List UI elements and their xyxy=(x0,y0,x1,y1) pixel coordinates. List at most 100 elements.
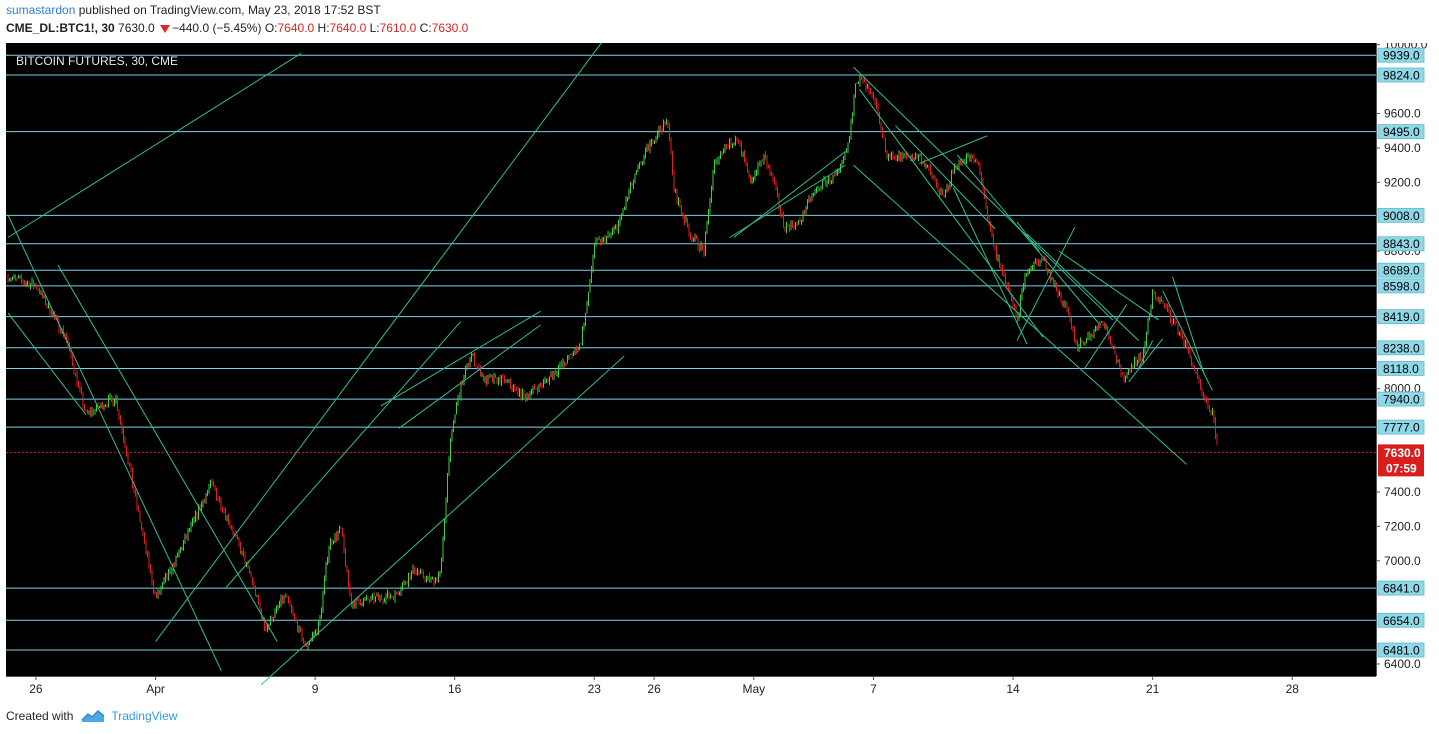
publish-info: sumastardon published on TradingView.com… xyxy=(6,3,381,17)
y-tick-label: 7400.0 xyxy=(1384,485,1421,499)
x-tick-label: 23 xyxy=(588,682,602,696)
high-value: 7640.0 xyxy=(329,21,367,35)
y-tick-label: 6400.0 xyxy=(1384,657,1421,671)
x-tick-label: 26 xyxy=(29,682,43,696)
level-label-box xyxy=(1377,391,1425,407)
price-chart[interactable]: 10000.09600.09400.09200.08800.08000.0740… xyxy=(0,43,1439,699)
level-label: 9939.0 xyxy=(1383,49,1420,63)
trend-line xyxy=(1058,250,1159,321)
y-tick-label: 9600.0 xyxy=(1384,107,1421,121)
trend-line xyxy=(895,125,996,230)
high-label: H: xyxy=(317,21,330,35)
x-tick-label: 16 xyxy=(448,682,462,696)
trend-line xyxy=(398,324,541,429)
trend-line xyxy=(1026,233,1140,341)
tradingview-link[interactable]: TradingView xyxy=(111,709,178,723)
low-value: 7610.0 xyxy=(379,21,417,35)
trend-line xyxy=(919,135,988,164)
low-label: L: xyxy=(369,21,380,35)
level-label-box xyxy=(1377,642,1425,658)
x-tick-label: Apr xyxy=(146,682,165,696)
level-label-box xyxy=(1377,262,1425,278)
level-label: 8843.0 xyxy=(1383,237,1420,251)
trend-line xyxy=(224,321,462,589)
symbol-info: CME_DL:BTC1!, 30 7630.0 −440.0 (−5.45%) … xyxy=(6,21,468,35)
level-label-box xyxy=(1377,340,1425,356)
time-axis-area xyxy=(6,676,1376,698)
level-label: 8598.0 xyxy=(1383,279,1420,293)
trend-line xyxy=(956,154,1100,324)
trend-line xyxy=(729,164,846,238)
last-price: 7630.0 xyxy=(118,21,155,35)
level-label-box xyxy=(1377,47,1425,63)
level-label-box xyxy=(1377,278,1425,294)
symbol-label: CME_DL:BTC1!, 30 xyxy=(6,21,115,35)
level-label: 9008.0 xyxy=(1383,209,1420,223)
level-label: 8238.0 xyxy=(1383,341,1420,355)
current-price-label: 7630.0 xyxy=(1384,446,1421,460)
trend-line xyxy=(1128,338,1164,383)
level-label: 6841.0 xyxy=(1383,582,1420,596)
trend-line xyxy=(853,164,1187,465)
close-label: C: xyxy=(419,21,432,35)
price-axis-area xyxy=(1376,43,1439,676)
chart-title: BITCOIN FUTURES, 30, CME xyxy=(16,54,178,68)
trend-line xyxy=(57,264,278,642)
level-label-box xyxy=(1377,361,1425,376)
trend-line xyxy=(7,52,302,238)
level-label: 6654.0 xyxy=(1383,614,1420,628)
level-label-box xyxy=(1377,236,1425,252)
level-label-box xyxy=(1377,580,1425,596)
level-label: 6481.0 xyxy=(1383,644,1420,658)
trend-line xyxy=(1016,221,1040,252)
x-tick-label: 9 xyxy=(312,682,319,696)
countdown-label: 07:59 xyxy=(1386,461,1417,475)
level-label: 9824.0 xyxy=(1383,68,1420,82)
level-label: 8419.0 xyxy=(1383,310,1420,324)
level-label-box xyxy=(1377,419,1425,435)
level-label-box xyxy=(1377,207,1425,223)
level-label: 8118.0 xyxy=(1383,362,1419,376)
tradingview-logo-icon xyxy=(81,710,105,722)
y-tick-label: 7200.0 xyxy=(1384,519,1421,533)
y-tick-label: 7000.0 xyxy=(1384,554,1421,568)
level-label: 7940.0 xyxy=(1383,393,1420,407)
level-label-box xyxy=(1377,309,1425,325)
footer: Created with TradingView xyxy=(6,709,177,723)
trend-line xyxy=(380,310,541,407)
plot-area xyxy=(6,43,1376,676)
trend-line xyxy=(952,187,1028,345)
published-text: published on TradingView.com, May 23, 20… xyxy=(78,3,381,17)
level-label-box xyxy=(1377,124,1425,139)
x-tick-label: 26 xyxy=(647,682,661,696)
trend-line xyxy=(853,66,1114,321)
y-tick-label: 9400.0 xyxy=(1384,141,1421,155)
author-link[interactable]: sumastardon xyxy=(6,3,76,17)
open-label: O: xyxy=(264,21,278,35)
trend-line xyxy=(155,43,602,642)
trend-line xyxy=(7,214,222,672)
trend-line xyxy=(1016,226,1076,341)
price-change: −440.0 (−5.45%) xyxy=(172,21,262,35)
level-label: 8689.0 xyxy=(1383,264,1420,278)
y-tick-label: 10000.0 xyxy=(1384,43,1428,52)
created-with-text: Created with xyxy=(6,709,74,723)
x-tick-label: 21 xyxy=(1146,682,1160,696)
x-tick-label: 7 xyxy=(870,682,877,696)
x-tick-label: 14 xyxy=(1006,682,1020,696)
trend-line xyxy=(260,355,625,685)
trend-line xyxy=(7,312,87,415)
level-label: 9495.0 xyxy=(1383,125,1420,139)
y-tick-label: 9200.0 xyxy=(1384,175,1421,189)
x-tick-label: 28 xyxy=(1286,682,1300,696)
down-arrow-icon xyxy=(160,25,171,33)
level-label-box xyxy=(1377,67,1425,83)
current-price-box xyxy=(1378,444,1424,477)
trend-line xyxy=(1138,340,1154,369)
level-label-box xyxy=(1377,612,1425,628)
trend-line xyxy=(859,89,1044,338)
trend-line xyxy=(1172,276,1205,376)
close-value: 7630.0 xyxy=(431,21,469,35)
level-label: 7777.0 xyxy=(1383,421,1420,435)
open-value: 7640.0 xyxy=(277,21,315,35)
